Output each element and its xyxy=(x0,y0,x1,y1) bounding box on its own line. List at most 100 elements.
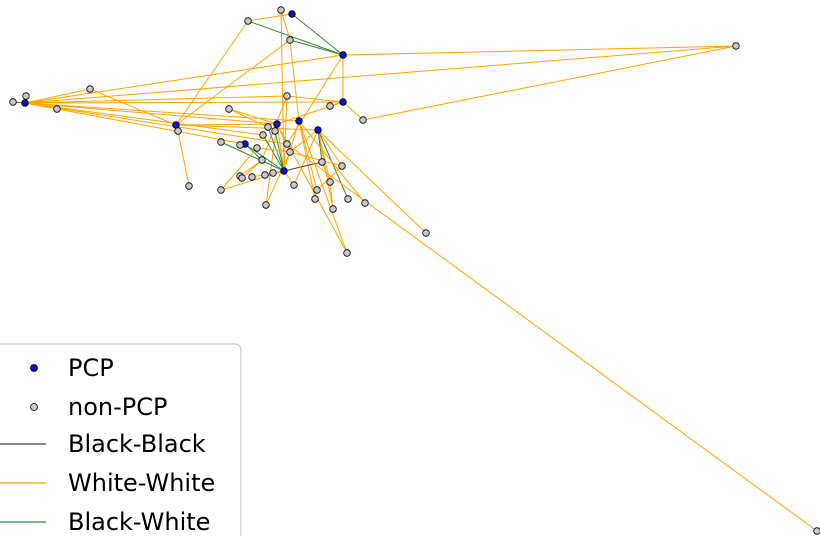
non-pcp-node xyxy=(259,131,267,139)
non-pcp-node xyxy=(277,6,285,14)
graph-edge xyxy=(24,102,264,136)
graph-edge xyxy=(283,95,288,172)
non-pcp-node xyxy=(338,162,346,170)
graph-edge xyxy=(317,129,343,167)
legend-pcp-marker xyxy=(30,364,38,372)
non-pcp-node xyxy=(185,182,193,190)
pcp-node xyxy=(314,126,322,134)
legend-black-black-label: Black-Black xyxy=(68,430,206,458)
non-pcp-node xyxy=(174,127,182,135)
non-pcp-node xyxy=(217,186,225,194)
graph-edge xyxy=(289,39,300,122)
graph-edge xyxy=(298,120,318,191)
graph-edge xyxy=(228,108,278,125)
graph-edge xyxy=(286,54,344,145)
pcp-node xyxy=(288,10,296,18)
non-pcp-node xyxy=(22,92,30,100)
graph-edge xyxy=(280,9,291,41)
non-pcp-node xyxy=(329,205,337,213)
graph-edge xyxy=(317,129,349,200)
non-pcp-node xyxy=(261,171,269,179)
graph-edge xyxy=(175,123,278,126)
non-pcp-node xyxy=(813,527,820,535)
graph-edge xyxy=(289,151,343,167)
pcp-node xyxy=(273,120,281,128)
graph-edge xyxy=(177,130,190,187)
graph-edge xyxy=(24,102,246,145)
pcp-node xyxy=(280,167,288,175)
graph-edge xyxy=(24,102,300,122)
legend-black-white-label: Black-White xyxy=(68,508,210,536)
non-pcp-node xyxy=(238,174,246,182)
non-pcp-node xyxy=(264,123,272,131)
graph-edge xyxy=(329,181,334,210)
non-pcp-node xyxy=(258,156,266,164)
graph-edge xyxy=(298,120,316,200)
graph-edge xyxy=(24,54,344,104)
non-pcp-node xyxy=(53,105,61,113)
non-pcp-node xyxy=(225,105,233,113)
non-pcp-node xyxy=(343,249,351,257)
graph-edge xyxy=(289,129,319,153)
graph-edge xyxy=(298,120,348,254)
non-pcp-node xyxy=(326,178,334,186)
graph-edge xyxy=(289,39,344,56)
non-pcp-node xyxy=(217,138,225,146)
graph-edge xyxy=(220,147,258,191)
graph-edge xyxy=(317,129,323,163)
graph-edge xyxy=(175,124,319,131)
graph-edge xyxy=(267,126,285,172)
non-pcp-node xyxy=(422,229,430,237)
graph-edge xyxy=(317,129,427,234)
non-pcp-node xyxy=(86,85,94,93)
graph-edge xyxy=(24,95,288,104)
non-pcp-node xyxy=(326,102,334,110)
graph-edge xyxy=(342,101,364,121)
non-pcp-node xyxy=(283,140,291,148)
non-pcp-node xyxy=(253,144,261,152)
non-pcp-node xyxy=(244,17,252,25)
non-pcp-node xyxy=(248,173,256,181)
graph-edge xyxy=(175,20,249,126)
non-pcp-node xyxy=(271,127,279,135)
pcp-node xyxy=(21,99,29,107)
graph-edge xyxy=(89,88,177,126)
graph-edge xyxy=(175,39,291,126)
graph-edge xyxy=(24,88,91,104)
legend-frame xyxy=(0,343,242,536)
non-pcp-node xyxy=(361,199,369,207)
pcp-node xyxy=(339,98,347,106)
non-pcp-node xyxy=(286,148,294,156)
legend: PCP non-PCP Black-Black White-White Blac… xyxy=(0,343,242,536)
graph-edge xyxy=(256,147,291,153)
non-pcp-node xyxy=(290,181,298,189)
nodes-layer xyxy=(9,6,820,535)
legend-non-pcp-label: non-PCP xyxy=(68,393,167,421)
graph-edge xyxy=(262,134,285,172)
graph-edge xyxy=(265,123,278,206)
legend-non-pcp-marker xyxy=(30,403,38,411)
non-pcp-node xyxy=(283,92,291,100)
graph-edge xyxy=(286,143,818,532)
pcp-node xyxy=(339,51,347,59)
non-pcp-node xyxy=(236,141,244,149)
non-pcp-node xyxy=(344,195,352,203)
graph-edge xyxy=(316,165,343,191)
graph-edge xyxy=(247,20,344,56)
graph-edge xyxy=(24,45,737,104)
graph-edge xyxy=(24,102,288,145)
edges-layer xyxy=(12,9,818,532)
graph-edge xyxy=(247,13,293,22)
graph-edge xyxy=(283,161,323,172)
graph-edge xyxy=(362,45,737,121)
graph-edge xyxy=(24,102,278,125)
non-pcp-node xyxy=(9,98,17,106)
graph-edge xyxy=(241,159,263,179)
graph-edge xyxy=(220,141,285,172)
legend-white-white-label: White-White xyxy=(68,469,215,497)
non-pcp-node xyxy=(311,195,319,203)
graph-edge xyxy=(228,108,269,128)
non-pcp-node xyxy=(732,42,740,50)
non-pcp-node xyxy=(318,158,326,166)
